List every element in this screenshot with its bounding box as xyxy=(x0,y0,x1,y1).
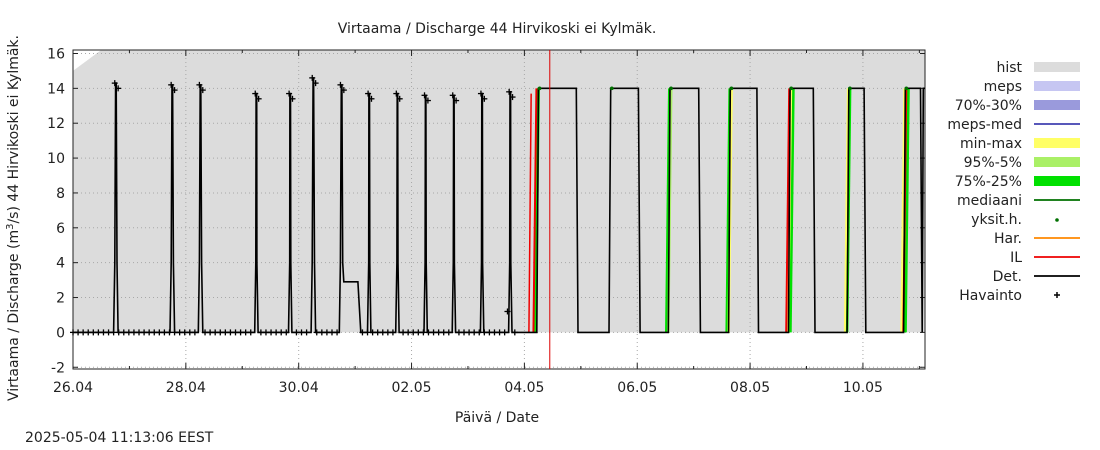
y-tick-label: 4 xyxy=(56,256,65,272)
legend-label: mediaani xyxy=(957,193,1022,209)
y-tick-label: 8 xyxy=(56,186,65,202)
ensemble-rise xyxy=(725,88,731,333)
yksit-marker xyxy=(789,86,794,91)
y-axis-label-end: /s) 44 Hirvikoski ei Kylmäk. xyxy=(6,35,22,224)
y-tick-label: 2 xyxy=(56,291,65,307)
legend-label: 70%-30% xyxy=(955,98,1022,114)
y-tick-label: 16 xyxy=(47,46,65,62)
legend-label: 75%-25% xyxy=(955,174,1022,190)
ensemble-rise xyxy=(532,88,538,333)
x-tick-label: 02.05 xyxy=(391,380,431,396)
x-tick-label: 04.05 xyxy=(504,380,544,396)
yksit-marker xyxy=(669,86,673,91)
hist-band xyxy=(73,50,925,333)
ensemble-rise xyxy=(785,88,791,333)
legend-swatch xyxy=(1055,218,1059,222)
yksit-marker xyxy=(729,86,734,91)
legend-swatch xyxy=(1034,81,1080,91)
x-tick-label: 10.05 xyxy=(843,380,883,396)
x-axis-label: Päivä / Date xyxy=(455,410,539,426)
legend-label: Havainto xyxy=(959,288,1022,304)
timestamp: 2025-05-04 11:13:06 EEST xyxy=(25,430,214,446)
x-tick-labels: 26.04 28.04 30.04 02.05 04.05 06.05 08.05 10.05 xyxy=(53,380,883,396)
y-tick-label: 10 xyxy=(47,151,65,167)
y-tick-labels: -2 0 2 4 6 8 10 12 14 16 xyxy=(47,46,65,376)
y-axis-label: Virtaama / Discharge (m3/s) 44 Hirvikosk… xyxy=(5,35,22,401)
legend-label: yksit.h. xyxy=(971,212,1022,228)
chart-title: Virtaama / Discharge 44 Hirvikoski ei Ky… xyxy=(338,21,657,37)
x-tick-label: 06.05 xyxy=(617,380,657,396)
legend-label: IL xyxy=(1010,250,1022,266)
legend-label: Det. xyxy=(993,269,1022,285)
ensemble-rise xyxy=(843,88,850,333)
legend-swatch xyxy=(1034,157,1080,167)
x-tick-label: 26.04 xyxy=(53,380,93,396)
yksit-marker xyxy=(848,86,852,91)
ensemble-rise xyxy=(900,88,906,333)
legend-label: meps-med xyxy=(947,117,1022,133)
legend-swatch xyxy=(1034,100,1080,110)
legend-label: hist xyxy=(996,60,1022,76)
y-tick-label: 14 xyxy=(47,81,65,97)
plot-frame xyxy=(72,49,926,370)
legend-label: min-max xyxy=(960,136,1022,152)
legend-swatch xyxy=(1034,176,1080,186)
x-tick-label: 30.04 xyxy=(279,380,319,396)
ensemble-rise xyxy=(904,88,910,333)
y-tick-label: 0 xyxy=(56,325,65,341)
legend: hist meps 70%-30% meps-med min-max 95%-5% 75%-… xyxy=(947,60,1080,304)
il-rise xyxy=(528,93,532,333)
x-tick-label: 08.05 xyxy=(730,380,770,396)
yksit-marker xyxy=(537,86,542,91)
legend-swatch xyxy=(1034,62,1080,72)
ensemble-rise xyxy=(789,88,795,333)
plot-area xyxy=(70,49,926,370)
y-axis-label-sup: 3 xyxy=(5,224,16,230)
y-tick-label: 6 xyxy=(56,221,65,237)
yksit-marker xyxy=(610,86,614,91)
havainto-markers xyxy=(70,74,518,336)
legend-swatch xyxy=(1034,138,1080,148)
x-tick-label: 28.04 xyxy=(166,380,206,396)
legend-label: meps xyxy=(984,79,1022,95)
legend-label: 95%-5% xyxy=(964,155,1022,171)
y-tick-label: 12 xyxy=(47,116,65,132)
yksit-marker xyxy=(904,86,909,91)
legend-label: Har. xyxy=(994,231,1022,247)
ensemble-rise xyxy=(665,88,671,333)
y-tick-label: -2 xyxy=(51,360,65,376)
y-axis-label-main: Virtaama / Discharge (m xyxy=(6,230,22,401)
